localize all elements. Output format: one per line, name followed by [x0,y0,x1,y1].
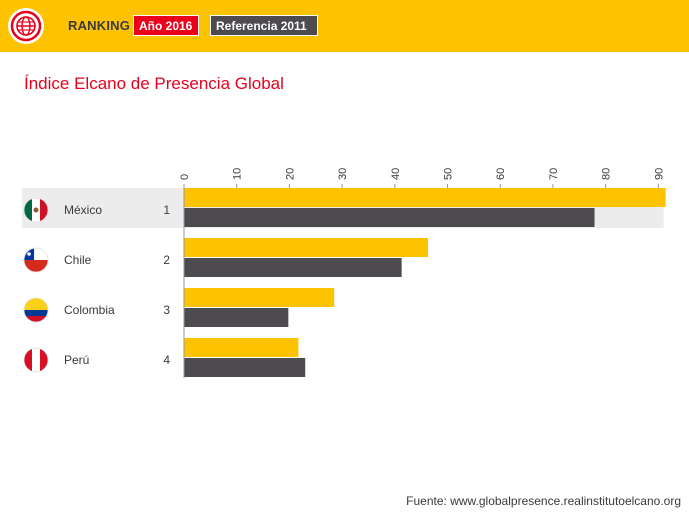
peru-flag-icon [23,347,49,373]
x-tick-label: 50 [443,168,455,180]
header-bar: RANKING Año 2016 Referencia 2011 [0,0,689,52]
bar-2011[interactable] [184,308,289,327]
reference-2011-button[interactable]: Referencia 2011 [210,15,318,36]
bar-chart: 0 10 20 30 40 50 60 70 80 90 México 1 Chile 2 Colombia… [22,168,666,378]
chile-flag-icon [23,247,49,273]
chart-title: Índice Elcano de Presencia Global [24,74,284,93]
mexico-flag-icon [23,197,49,223]
rank-label: 3 [163,303,170,317]
country-label: Chile [64,253,92,267]
x-tick-label: 90 [653,168,665,180]
country-label: México [64,203,102,217]
bar-2011[interactable] [184,208,595,227]
rank-label: 4 [163,353,170,367]
x-tick-label: 20 [284,168,296,180]
bar-2016[interactable] [184,188,666,207]
rank-label: 2 [163,253,170,267]
x-tick-label: 30 [337,168,349,180]
bar-2011[interactable] [184,358,306,377]
x-tick-label: 0 [179,174,191,180]
bar-2011[interactable] [184,258,402,277]
x-tick-label: 40 [390,168,402,180]
globe-icon[interactable] [8,8,44,44]
country-label: Perú [64,353,89,367]
source-text: Fuente: www.globalpresence.realinstituto… [406,494,681,508]
x-tick-label: 70 [548,168,560,180]
x-tick-label: 60 [495,168,507,180]
x-tick-label: 80 [601,168,613,180]
rank-label: 1 [163,203,170,217]
country-label: Colombia [64,303,115,317]
bar-2016[interactable] [184,238,429,257]
bar-2016[interactable] [184,338,299,357]
ranking-label: RANKING [68,18,131,33]
year-2016-button[interactable]: Año 2016 [133,15,199,36]
x-tick-label: 10 [232,168,244,180]
colombia-flag-icon [23,297,49,323]
bar-2016[interactable] [184,288,335,307]
